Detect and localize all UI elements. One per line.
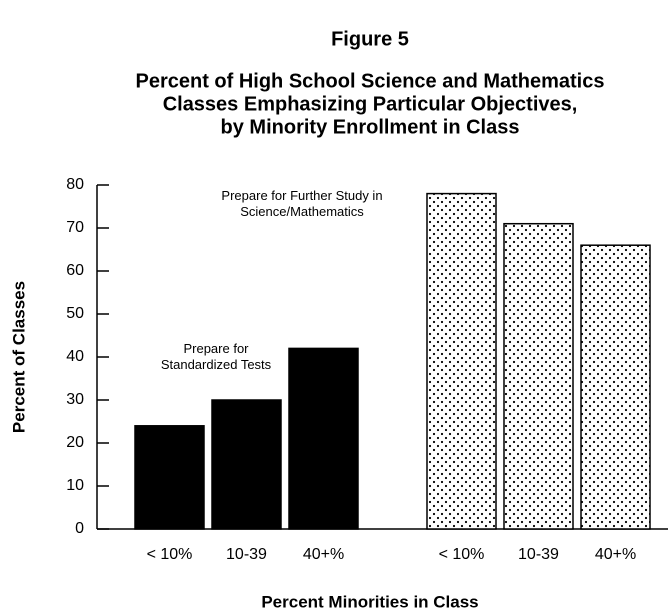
x-tick-label: 10-39	[226, 546, 267, 563]
bar	[134, 425, 205, 530]
y-tick-label: 0	[75, 520, 84, 537]
bar	[211, 399, 282, 530]
x-tick-label: 40+%	[595, 546, 636, 563]
y-tick-label: 60	[66, 262, 84, 279]
y-tick-label: 70	[66, 219, 84, 236]
chart-subtitle: Classes Emphasizing Particular Objective…	[163, 93, 578, 115]
x-tick-label: < 10%	[439, 546, 485, 563]
bar	[288, 347, 359, 530]
y-tick-label: 10	[66, 477, 84, 494]
y-tick-label: 40	[66, 348, 84, 365]
x-tick-label: 40+%	[303, 546, 344, 563]
y-tick-label: 20	[66, 434, 84, 451]
series-label: Prepare for Further Study in Science/Mat…	[221, 188, 383, 219]
x-axis-label: Percent Minorities in Class	[261, 592, 478, 611]
y-tick-label: 50	[66, 305, 84, 322]
chart-subtitle: Percent of High School Science and Mathe…	[135, 70, 604, 92]
bar	[426, 192, 497, 530]
y-tick-label: 30	[66, 391, 84, 408]
chart-title: Figure 5	[331, 28, 409, 50]
y-tick-label: 80	[66, 176, 84, 193]
chart-subtitle: by Minority Enrollment in Class	[221, 116, 520, 138]
bar	[580, 244, 651, 530]
x-tick-label: 10-39	[518, 546, 559, 563]
bar	[503, 222, 574, 530]
series-label: Prepare for Standardized Tests	[160, 341, 272, 372]
y-axis-label: Percent of Classes	[9, 281, 28, 433]
x-tick-label: < 10%	[147, 546, 193, 563]
